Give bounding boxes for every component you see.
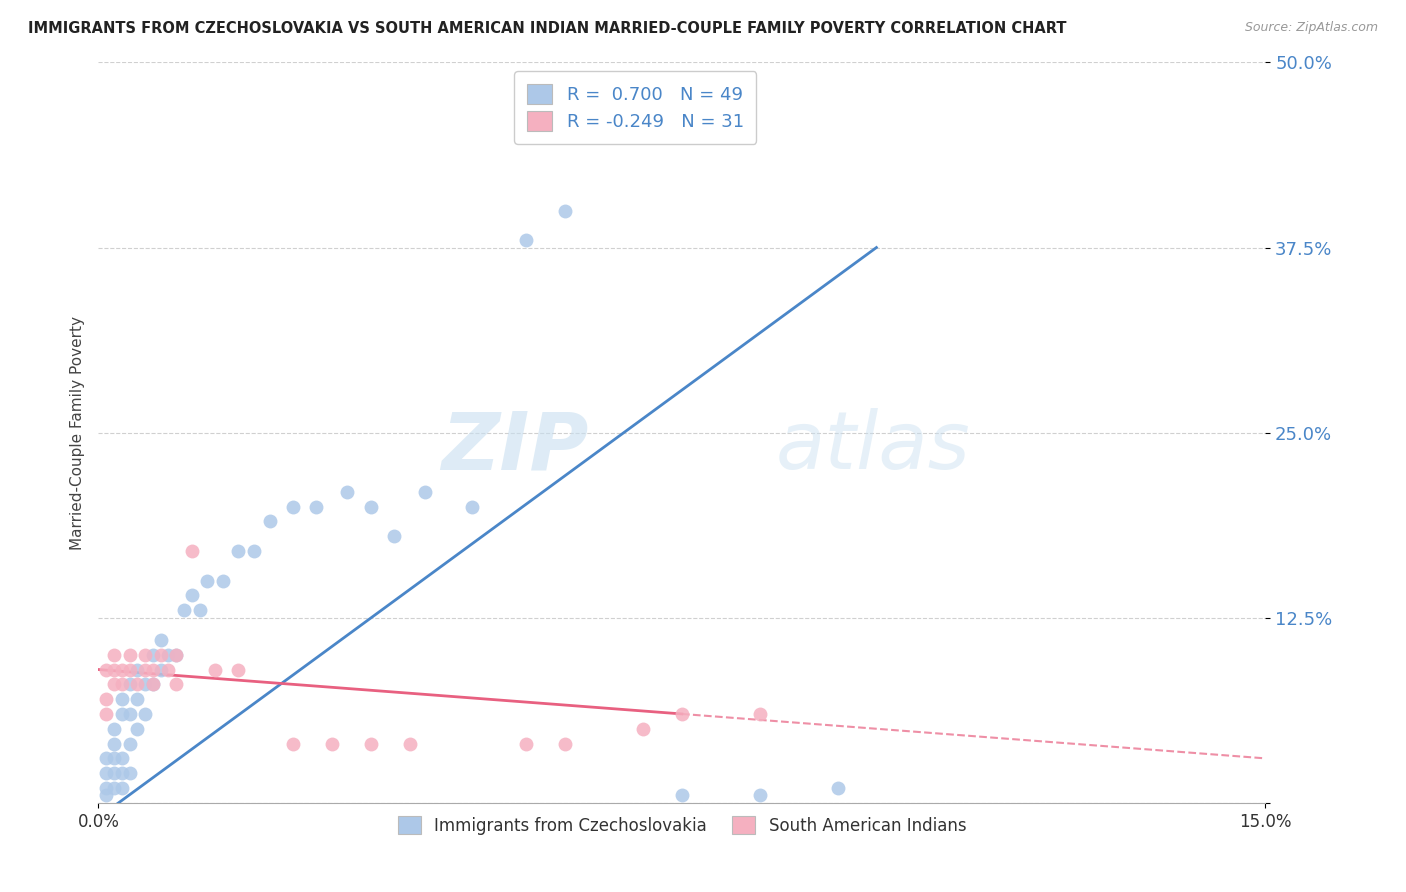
Point (827, 780, 849, 795)
Point (103, 677, 125, 691)
Text: ZIP: ZIP (441, 409, 589, 486)
Point (142, 677, 165, 691)
Point (149, 663, 172, 677)
Point (96, 706, 118, 721)
Point (671, 789, 693, 803)
Point (96, 780, 118, 795)
Point (748, 789, 770, 803)
Point (515, 233, 537, 247)
Point (142, 677, 165, 691)
Point (127, 663, 149, 677)
Point (142, 648, 165, 662)
Point (103, 751, 125, 765)
Point (281, 500, 304, 514)
Point (103, 737, 125, 751)
Point (195, 574, 218, 588)
Point (118, 706, 141, 721)
Point (103, 766, 125, 780)
Point (157, 648, 180, 662)
Text: IMMIGRANTS FROM CZECHOSLOVAKIA VS SOUTH AMERICAN INDIAN MARRIED-COUPLE FAMILY PO: IMMIGRANTS FROM CZECHOSLOVAKIA VS SOUTH … (28, 21, 1067, 36)
Point (103, 648, 125, 662)
Point (413, 484, 436, 499)
Point (671, 706, 693, 721)
Point (165, 648, 187, 662)
Point (228, 544, 250, 558)
Point (149, 632, 172, 647)
Point (111, 780, 134, 795)
Point (259, 515, 281, 529)
Point (243, 544, 266, 558)
Point (111, 706, 134, 721)
Text: atlas: atlas (775, 409, 970, 486)
Point (631, 722, 654, 736)
Point (118, 677, 141, 691)
Point (118, 766, 141, 780)
Point (118, 648, 141, 662)
Point (134, 648, 156, 662)
Point (111, 766, 134, 780)
Point (204, 663, 226, 677)
Text: Source: ZipAtlas.com: Source: ZipAtlas.com (1244, 21, 1378, 34)
Point (554, 737, 576, 751)
Point (281, 737, 304, 751)
Point (173, 603, 195, 617)
Point (111, 751, 134, 765)
Point (382, 529, 405, 543)
Point (360, 500, 382, 514)
Point (96, 766, 118, 780)
Point (127, 677, 149, 691)
Point (212, 574, 235, 588)
Point (321, 737, 343, 751)
Point (180, 589, 202, 603)
Point (149, 648, 172, 662)
Point (134, 663, 156, 677)
Point (96, 663, 118, 677)
Point (96, 692, 118, 706)
Point (103, 663, 125, 677)
Point (118, 737, 141, 751)
Point (103, 780, 125, 795)
Point (127, 692, 149, 706)
Point (96, 789, 118, 803)
Point (134, 706, 156, 721)
Point (188, 603, 211, 617)
Point (127, 722, 149, 736)
Point (228, 663, 250, 677)
Point (157, 663, 180, 677)
Point (103, 722, 125, 736)
Point (360, 737, 382, 751)
Point (336, 484, 359, 499)
Point (180, 544, 202, 558)
Point (554, 203, 576, 218)
Point (111, 692, 134, 706)
Point (96, 751, 118, 765)
Point (515, 737, 537, 751)
Point (111, 677, 134, 691)
Point (305, 500, 328, 514)
Point (142, 663, 165, 677)
Point (134, 677, 156, 691)
Point (118, 663, 141, 677)
Point (748, 706, 770, 721)
Point (111, 663, 134, 677)
Point (461, 500, 484, 514)
Point (165, 648, 187, 662)
Point (165, 677, 187, 691)
Y-axis label: Married-Couple Family Poverty: Married-Couple Family Poverty (69, 316, 84, 549)
Point (398, 737, 420, 751)
Legend: Immigrants from Czechoslovakia, South American Indians: Immigrants from Czechoslovakia, South Am… (385, 805, 979, 847)
